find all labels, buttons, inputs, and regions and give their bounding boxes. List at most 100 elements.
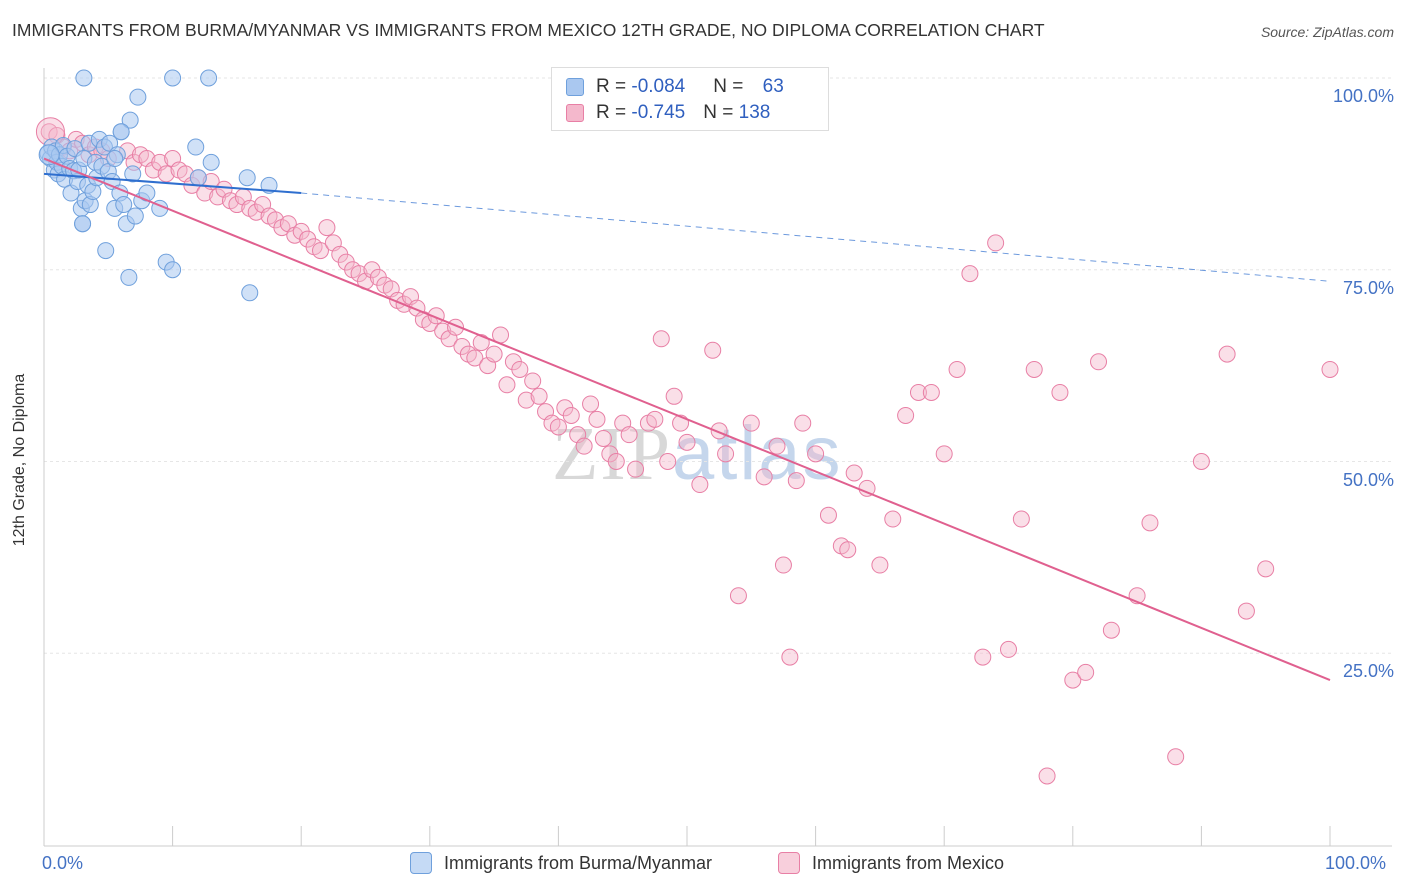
point-burma-51	[187, 138, 205, 156]
point-burma-56	[200, 69, 218, 87]
trend-line-mexico	[43, 157, 1331, 682]
point-mexico-113	[845, 464, 863, 482]
point-mexico-81	[575, 437, 593, 455]
point-mexico-89	[627, 460, 645, 478]
point-mexico-136	[1167, 748, 1185, 766]
point-mexico-130	[1064, 671, 1082, 689]
point-mexico-115	[871, 556, 889, 574]
point-mexico-102	[742, 414, 760, 432]
point-burma-58	[241, 284, 259, 302]
y-tick-label-100: 100.0%	[1332, 86, 1394, 106]
y-tick-label-75: 75.0%	[1342, 277, 1394, 298]
point-mexico-106	[781, 648, 799, 666]
point-mexico-105	[774, 556, 792, 574]
point-mexico-100	[717, 445, 735, 463]
point-burma-39	[115, 196, 133, 214]
point-burma-53	[202, 153, 220, 171]
point-mexico-126	[1012, 510, 1030, 528]
correlation-legend: R = -0.084 N = 63 R = -0.745 N = 138	[551, 67, 829, 131]
legend-r-value-burma: -0.084	[631, 76, 686, 97]
point-mexico-94	[665, 387, 683, 405]
grid-lines	[44, 77, 1392, 654]
trend-lines	[43, 157, 1331, 682]
point-mexico-125	[1000, 640, 1017, 658]
point-mexico-84	[594, 429, 612, 447]
y-tick-label-50: 50.0%	[1342, 469, 1394, 490]
point-mexico-133	[1102, 621, 1120, 639]
point-mexico-140	[1257, 560, 1275, 578]
legend-n-value-burma: 63	[762, 76, 784, 97]
point-mexico-122	[961, 265, 979, 283]
point-mexico-86	[607, 453, 625, 470]
point-mexico-131	[1077, 663, 1095, 681]
point-mexico-101	[729, 587, 747, 605]
point-mexico-91	[646, 410, 664, 428]
source-credit: Source: ZipAtlas.com	[1260, 24, 1394, 40]
series-mexico-points	[35, 117, 1339, 785]
trend-line-burma	[43, 172, 302, 195]
point-burma-52	[189, 169, 207, 187]
point-mexico-117	[897, 406, 915, 424]
point-mexico-96	[678, 433, 696, 451]
point-burma-50	[164, 261, 182, 279]
legend-row-burma: R = -0.084 N = 63	[566, 74, 784, 100]
point-mexico-137	[1192, 453, 1210, 470]
y-tick-label-25: 25.0%	[1342, 661, 1394, 682]
point-mexico-73	[524, 372, 542, 390]
point-mexico-135	[1141, 514, 1159, 532]
point-mexico-124	[987, 234, 1005, 252]
point-mexico-88	[620, 426, 638, 444]
point-burma-60	[112, 123, 130, 141]
point-mexico-109	[807, 445, 825, 463]
point-mexico-120	[935, 445, 953, 463]
trend-line-burma-extension	[301, 192, 1331, 282]
legend-n-label-burma: N =	[713, 76, 749, 97]
bottom-legend-mexico: Immigrants from Mexico	[778, 852, 1004, 874]
point-burma-cluster	[38, 144, 60, 166]
point-mexico-92	[652, 330, 670, 348]
legend-n-label-mexico: N =	[703, 102, 739, 123]
point-mexico-104	[768, 437, 786, 455]
point-mexico-83	[588, 410, 606, 428]
legend-r-label-burma: R =	[596, 76, 632, 97]
point-mexico-41	[318, 219, 336, 237]
point-burma-45	[129, 88, 147, 106]
point-mexico-77	[549, 418, 567, 436]
point-mexico-118	[909, 383, 927, 401]
point-mexico-139	[1237, 602, 1255, 620]
legend-swatch-mexico	[566, 104, 584, 122]
point-mexico-121	[948, 360, 966, 378]
legend-swatch-burma	[566, 78, 584, 96]
point-burma-41	[120, 268, 138, 286]
point-mexico-141	[1321, 360, 1339, 378]
point-mexico-138	[1218, 345, 1236, 363]
legend-r-label-mexico: R =	[596, 102, 632, 123]
point-mexico-116	[884, 510, 902, 528]
point-burma-44	[126, 207, 144, 225]
point-mexico-127	[1025, 360, 1043, 378]
point-mexico-128	[1038, 767, 1056, 785]
point-mexico-79	[562, 406, 580, 424]
point-mexico-103	[755, 468, 773, 486]
x-tick-label-min: 0.0%	[42, 853, 84, 873]
point-mexico-132	[1090, 353, 1108, 371]
point-mexico-40	[311, 242, 329, 260]
point-mexico-74	[530, 387, 548, 405]
point-mexico-129	[1051, 383, 1069, 401]
bottom-legend-burma: Immigrants from Burma/Myanmar	[410, 852, 712, 874]
legend-row-mexico: R = -0.745 N = 138	[566, 100, 770, 126]
point-mexico-16	[157, 165, 175, 183]
point-mexico-97	[691, 476, 709, 494]
legend-r-value-mexico: -0.745	[631, 102, 686, 123]
point-burma-43	[124, 165, 142, 183]
point-mexico-112	[839, 541, 857, 559]
point-mexico-98	[704, 341, 722, 359]
point-mexico-93	[659, 453, 677, 470]
point-mexico-119	[922, 383, 940, 401]
chart-title: IMMIGRANTS FROM BURMA/MYANMAR VS IMMIGRA…	[12, 20, 1045, 40]
point-mexico-71	[511, 360, 529, 378]
x-tick-label-max: 100.0%	[1325, 853, 1387, 873]
point-mexico-67	[485, 345, 503, 363]
bottom-legend-label-mexico: Immigrants from Mexico	[812, 852, 1005, 873]
